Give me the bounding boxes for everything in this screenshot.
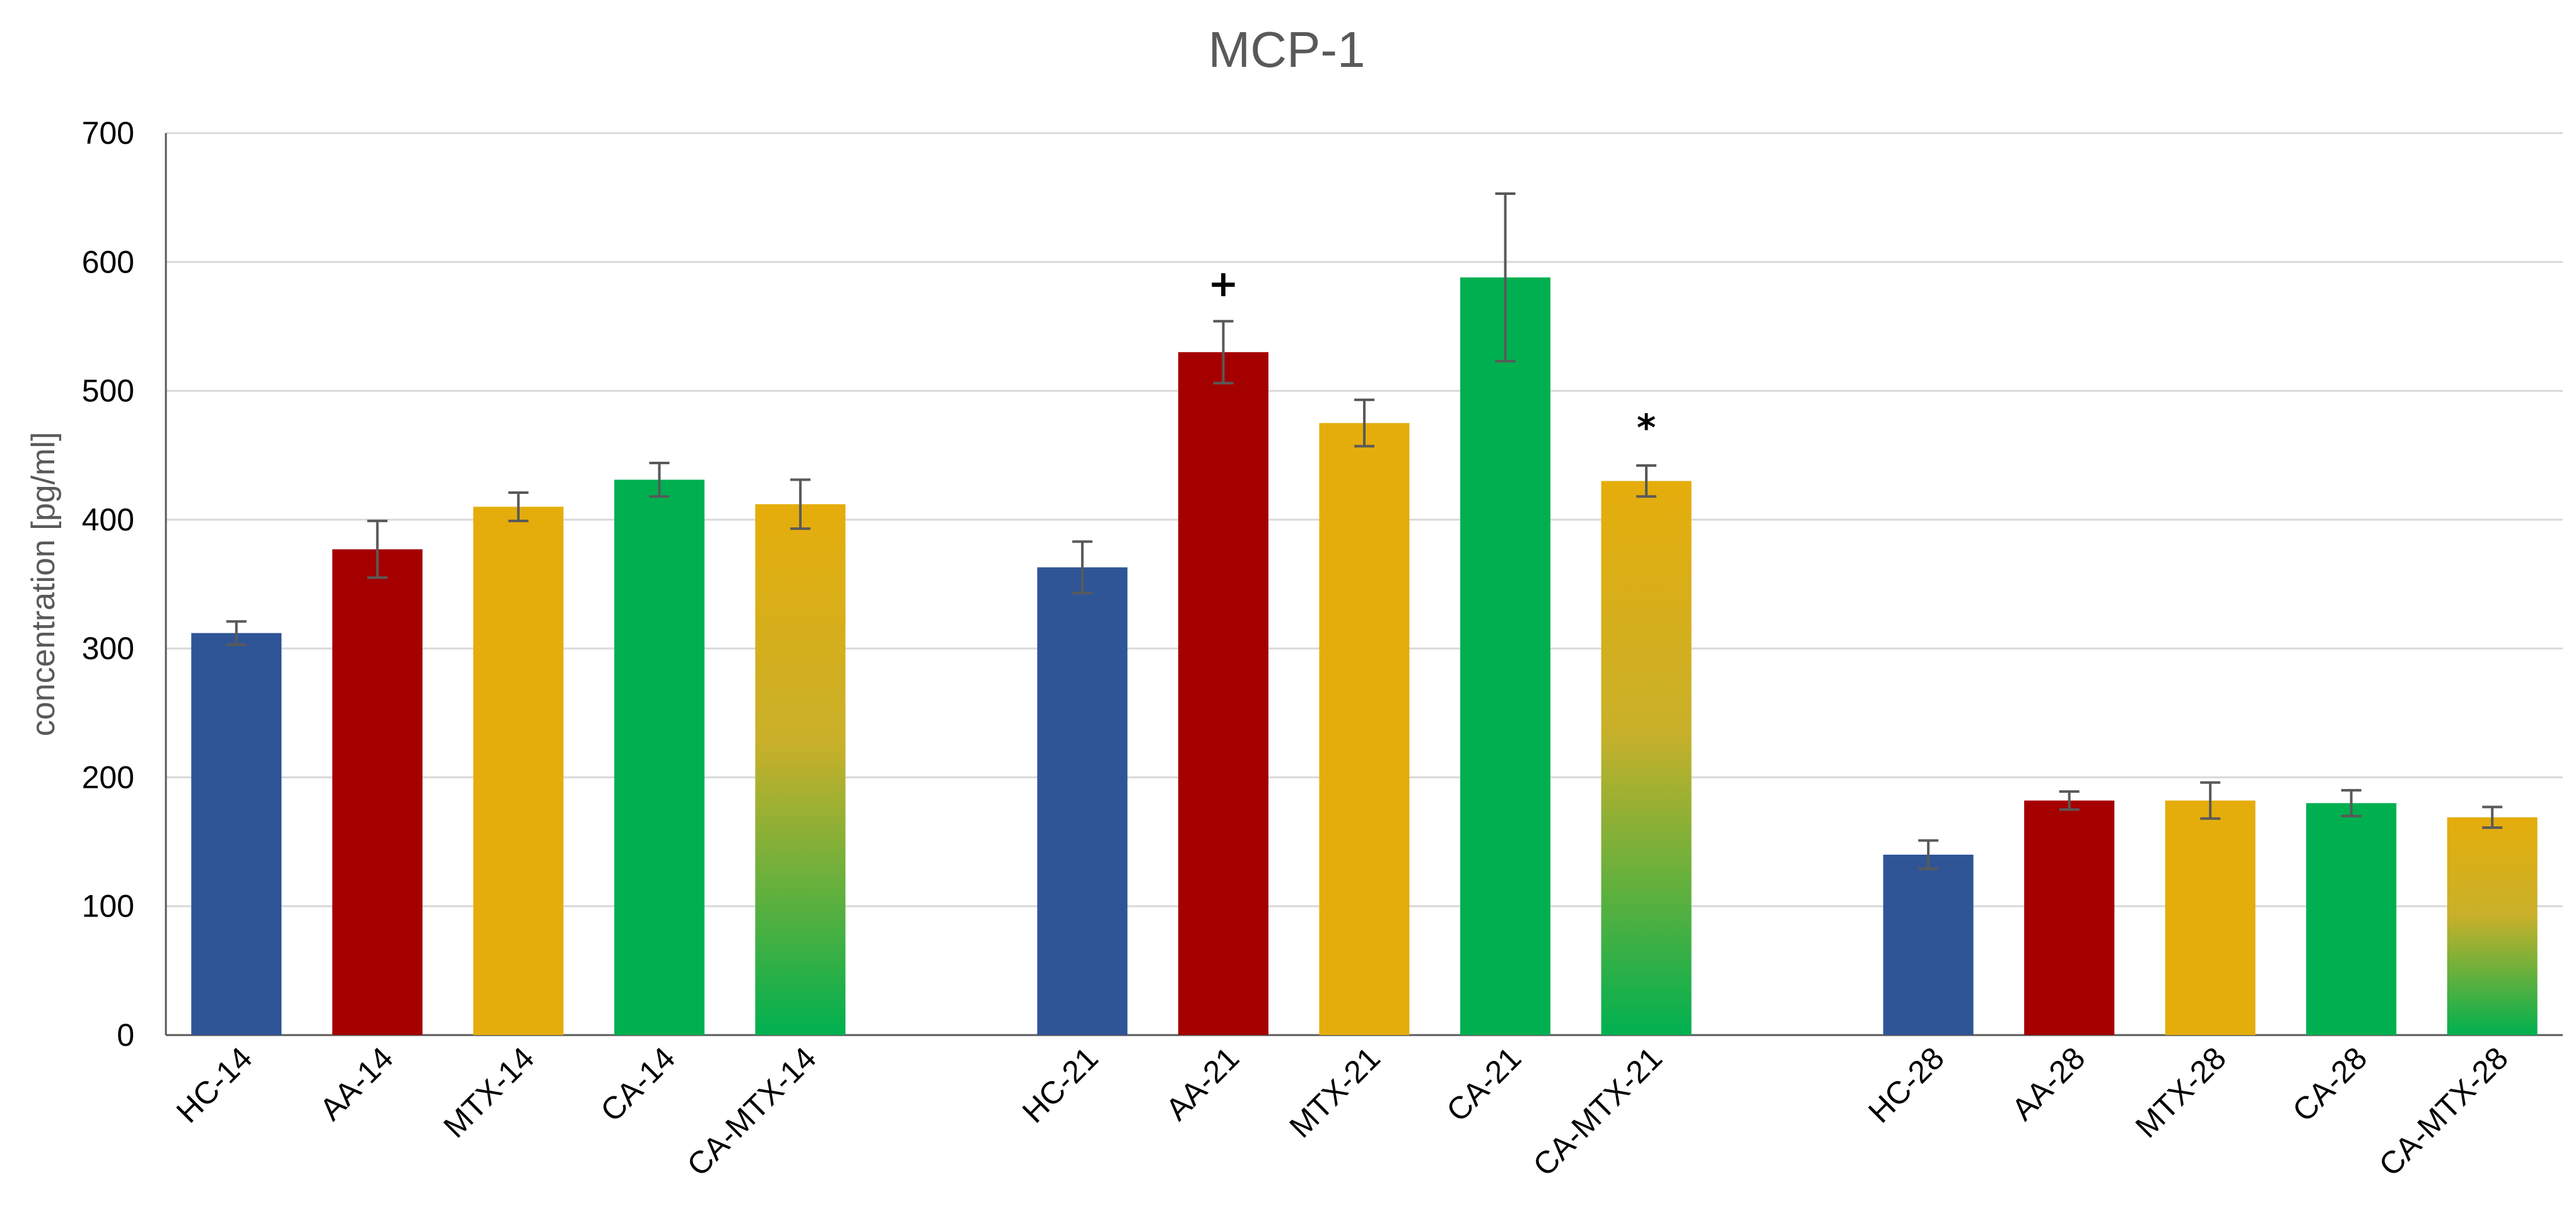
bar-aa-14 <box>332 549 423 1035</box>
error-bar-ca-mtx-14 <box>790 478 811 530</box>
x-tick-label-mtx-21: MTX-21 <box>1282 1040 1386 1144</box>
bar-ca-mtx-21 <box>1601 481 1692 1035</box>
y-tick-label: 100 <box>82 889 134 924</box>
error-bar-aa-21 <box>1213 320 1234 385</box>
x-tick-label-mtx-14: MTX-14 <box>436 1040 541 1144</box>
error-bar-ca-21 <box>1495 192 1516 363</box>
y-axis-label: concentration [pg/ml] <box>25 432 62 737</box>
bar-mtx-21 <box>1319 423 1410 1035</box>
x-tick-label-ca-mtx-28: CA-MTX-28 <box>2372 1040 2515 1183</box>
error-bar-ca-mtx-28 <box>2482 805 2503 829</box>
error-bar-hc-14 <box>226 620 247 647</box>
x-tick-label-hc-28: HC-28 <box>1861 1040 1951 1130</box>
bar-aa-21 <box>1178 352 1268 1036</box>
bar-hc-28 <box>1883 855 1974 1035</box>
error-bar-ca-mtx-21 <box>1636 464 1657 498</box>
y-tick-label: 500 <box>82 373 134 409</box>
x-tick-label-ca-mtx-14: CA-MTX-14 <box>680 1040 823 1183</box>
bar-aa-28 <box>2024 800 2115 1035</box>
x-tick-label-aa-14: AA-14 <box>313 1040 400 1127</box>
significance-marker: * <box>1637 406 1656 449</box>
error-bar-aa-14 <box>367 519 388 579</box>
y-tick-label: 300 <box>82 631 134 666</box>
y-tick-label: 200 <box>82 759 134 795</box>
x-tick-label-hc-21: HC-21 <box>1016 1040 1105 1130</box>
error-bar-mtx-28 <box>2200 781 2221 820</box>
x-tick-label-mtx-28: MTX-28 <box>2129 1040 2233 1144</box>
y-tick-label: 700 <box>82 115 134 151</box>
error-bars <box>226 192 2503 870</box>
significance-marker: + <box>1208 262 1239 305</box>
bar-ca-21 <box>1460 277 1551 1035</box>
bar-mtx-14 <box>473 507 564 1035</box>
chart-title: MCP-1 <box>1209 21 1366 78</box>
error-bar-aa-28 <box>2059 790 2080 811</box>
x-tick-label-ca-14: CA-14 <box>594 1040 682 1128</box>
bar-ca-mtx-28 <box>2447 817 2538 1035</box>
error-bar-hc-28 <box>1918 839 1939 870</box>
bar-ca-14 <box>614 479 705 1035</box>
y-tick-label: 0 <box>117 1017 134 1053</box>
bar-hc-21 <box>1037 567 1128 1035</box>
error-bar-hc-21 <box>1072 540 1092 595</box>
x-tick-label-aa-28: AA-28 <box>2005 1040 2092 1127</box>
bar-hc-14 <box>191 633 282 1035</box>
error-bar-ca-28 <box>2341 788 2362 817</box>
bars <box>191 277 2538 1036</box>
bar-mtx-28 <box>2165 800 2256 1035</box>
bar-ca-28 <box>2306 803 2397 1035</box>
error-bar-mtx-21 <box>1354 398 1374 448</box>
x-tick-label-hc-14: HC-14 <box>170 1040 259 1130</box>
error-bar-mtx-14 <box>508 491 529 522</box>
y-tick-label: 600 <box>82 244 134 279</box>
error-bar-ca-14 <box>649 461 670 498</box>
bar-ca-mtx-14 <box>755 504 846 1035</box>
x-tick-label-ca-mtx-21: CA-MTX-21 <box>1526 1040 1669 1183</box>
x-tick-label-ca-28: CA-28 <box>2286 1040 2374 1128</box>
x-tick-label-ca-21: CA-21 <box>1439 1040 1528 1128</box>
y-tick-label: 400 <box>82 502 134 537</box>
x-tick-label-aa-21: AA-21 <box>1159 1040 1246 1127</box>
